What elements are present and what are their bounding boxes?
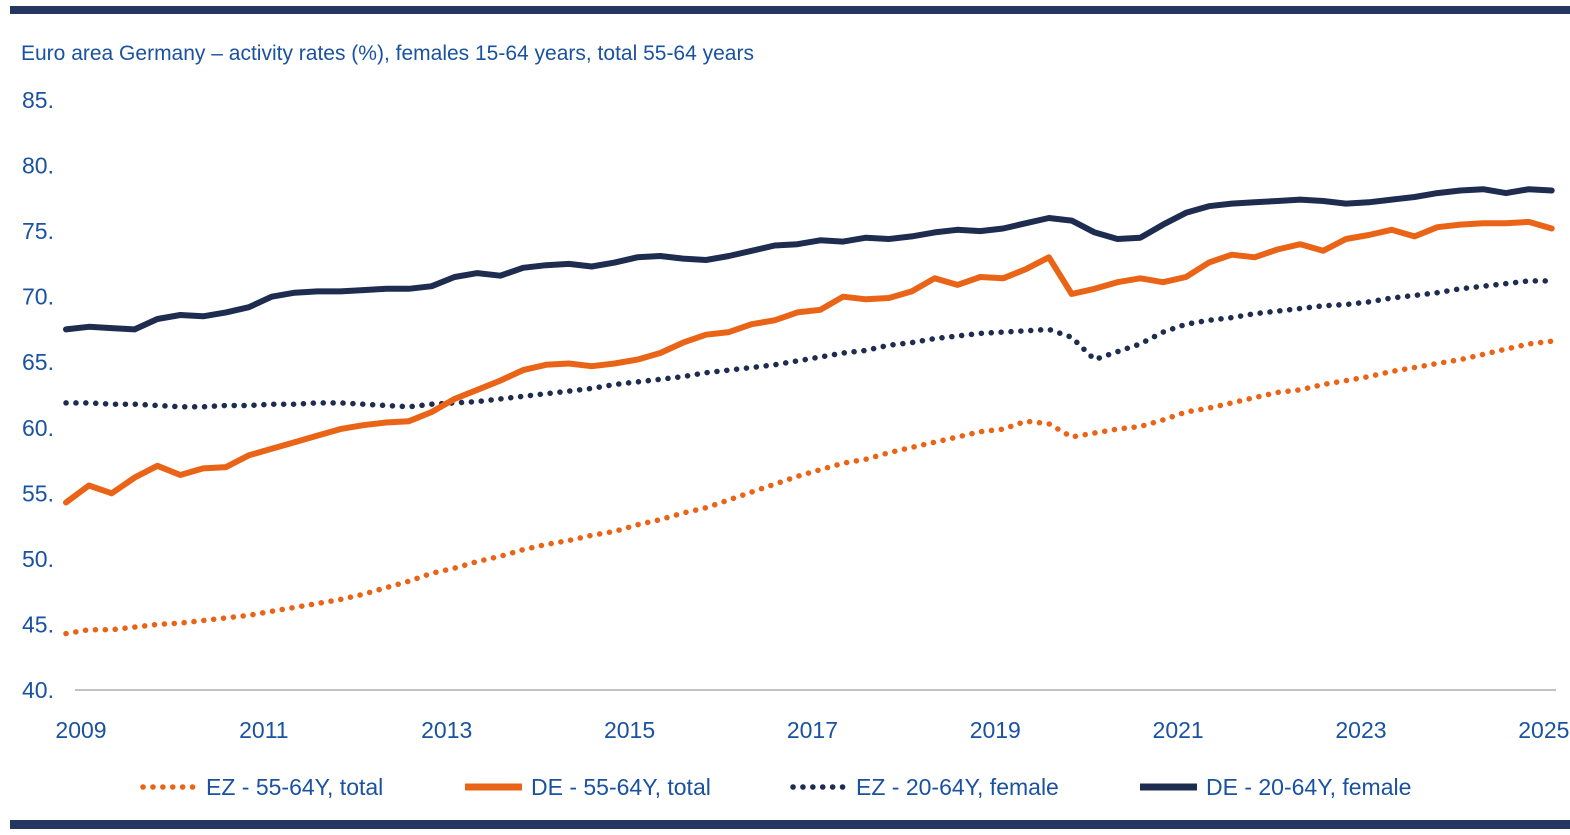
y-tick-label: 55.	[22, 480, 54, 506]
top-accent-bar	[10, 6, 1570, 14]
legend-label: DE - 55-64Y, total	[531, 773, 711, 800]
dotted-navy-line-swatch	[790, 784, 847, 790]
x-tick-label: 2015	[604, 717, 655, 743]
x-tick-label: 2013	[421, 717, 472, 743]
y-tick-label: 80.	[22, 153, 54, 179]
y-tick-label: 85.	[22, 87, 54, 113]
y-tick-label: 70.	[22, 284, 54, 310]
x-tick-label: 2019	[970, 717, 1021, 743]
legend-label: DE - 20-64Y, female	[1206, 773, 1412, 800]
y-tick-label: 60.	[22, 415, 54, 441]
solid-navy-line-swatch	[1140, 783, 1197, 791]
legend-label: EZ - 20-64Y, female	[856, 773, 1059, 800]
y-tick-label: 50.	[22, 546, 54, 572]
y-tick-label: 65.	[22, 349, 54, 375]
y-tick-label: 45.	[22, 611, 54, 637]
x-tick-label: 2021	[1153, 717, 1204, 743]
line-ez-55-64y-total	[63, 338, 1555, 637]
legend-item-de-20-64y-female: DE - 20-64Y, female	[1140, 770, 1411, 804]
line-de-20-64y-female	[63, 186, 1555, 333]
solid-orange-line-swatch	[465, 783, 522, 791]
x-tick-label: 2025	[1518, 717, 1569, 743]
y-tick-label: 75.	[22, 218, 54, 244]
x-tick-label: 2017	[787, 717, 838, 743]
legend-label: EZ - 55-64Y, total	[206, 773, 384, 800]
dotted-orange-line-swatch	[140, 784, 197, 790]
legend-item-ez-55-64y-total: EZ - 55-64Y, total	[140, 770, 383, 804]
x-tick-label: 2011	[239, 717, 288, 743]
x-tick-label: 2009	[55, 717, 106, 743]
legend-item-de-55-64y-total: DE - 55-64Y, total	[465, 770, 711, 804]
legend-item-ez-20-64y-female: EZ - 20-64Y, female	[790, 770, 1059, 804]
line-de-55-64y-total	[63, 218, 1555, 506]
chart-title: Euro area Germany – activity rates (%), …	[21, 42, 754, 65]
y-tick-label: 40.	[22, 677, 54, 703]
line-ez-20-64y-female	[63, 278, 1555, 410]
x-tick-label: 2023	[1335, 717, 1386, 743]
bottom-accent-bar	[10, 820, 1570, 829]
legend: EZ - 55-64Y, total DE - 55-64Y, total EZ…	[0, 770, 1570, 804]
